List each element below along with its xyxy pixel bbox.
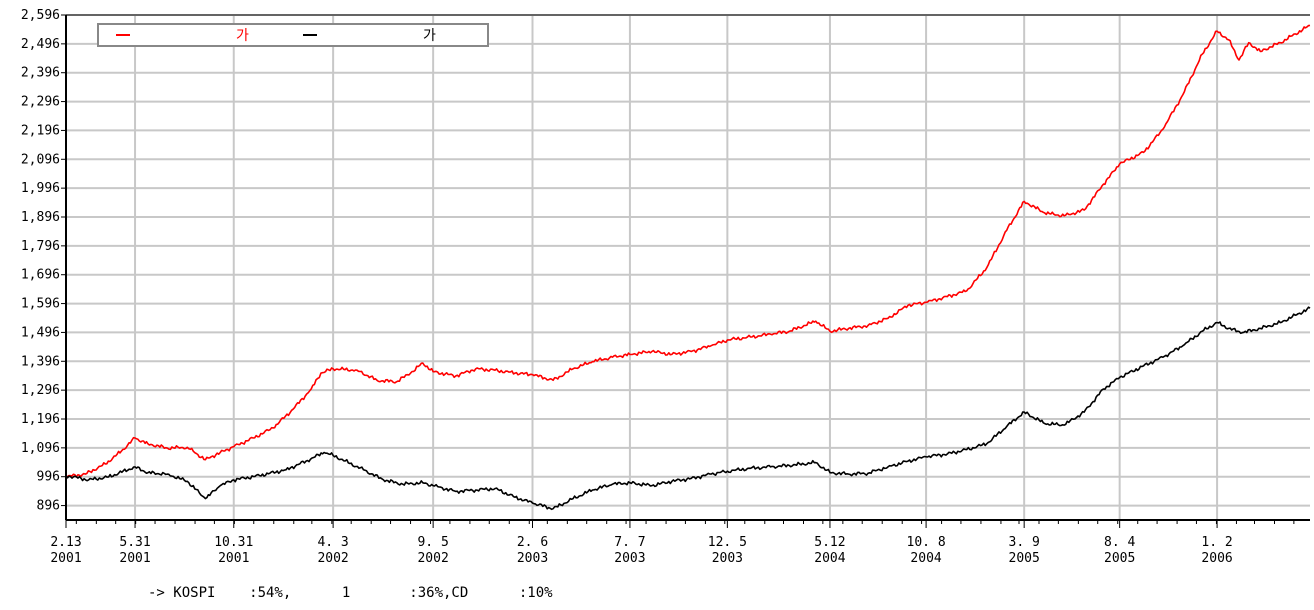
gridlines xyxy=(65,14,1310,520)
x-tick-label-year: 2001 xyxy=(218,551,249,566)
x-tick-label-date: 10. 8 xyxy=(907,535,946,550)
y-tick-label: 1,396 xyxy=(21,354,60,369)
y-tick-label: 1,896 xyxy=(21,210,60,225)
x-tick-label-date: 1. 2 xyxy=(1201,535,1232,550)
y-tick-label: 1,096 xyxy=(21,441,60,456)
y-tick-label: 1,796 xyxy=(21,239,60,254)
series-line-1 xyxy=(65,24,1311,478)
x-tick-label-year: 2003 xyxy=(517,551,548,566)
series-line-2 xyxy=(65,306,1311,511)
legend-label-2: 가 xyxy=(423,28,436,44)
y-tick-label: 2,396 xyxy=(21,66,60,81)
x-tick-label-year: 2004 xyxy=(814,551,845,566)
y-tick-label: 2,596 xyxy=(21,8,60,23)
axes: 2,596 2,496 2,396 2,296 2,196 2,096 1,996 1,896… xyxy=(21,8,1310,566)
x-tick-label-year: 2003 xyxy=(614,551,645,566)
x-tick-label-year: 2001 xyxy=(119,551,150,566)
x-tick-label-year: 2006 xyxy=(1201,551,1232,566)
y-tick-label: 1,696 xyxy=(21,268,60,283)
x-tick-label-year: 2005 xyxy=(1009,551,1040,566)
x-tick-label-date: 5.31 xyxy=(119,535,150,550)
y-tick-label: 1,196 xyxy=(21,412,60,427)
x-tick-label-date: 5.12 xyxy=(814,535,845,550)
x-tick-label-year: 2003 xyxy=(712,551,743,566)
x-tick-label-date: 3. 9 xyxy=(1009,535,1040,550)
y-tick-label: 1,596 xyxy=(21,297,60,312)
footnote-text: -> KOSPI :54%, 1 :36%,CD :10% xyxy=(148,585,553,601)
x-tick-label-year: 2002 xyxy=(417,551,448,566)
x-tick-label-date: 2.13 xyxy=(50,535,81,550)
x-tick-label-date: 9. 5 xyxy=(417,535,448,550)
y-tick-label: 2,096 xyxy=(21,152,60,167)
y-tick-label: 2,296 xyxy=(21,95,60,110)
y-tick-label: 896 xyxy=(37,499,60,514)
y-tick-label: 996 xyxy=(37,470,60,485)
x-tick-label-date: 12. 5 xyxy=(708,535,747,550)
y-tick-label: 1,996 xyxy=(21,181,60,196)
y-tick-label: 1,496 xyxy=(21,325,60,340)
legend-box xyxy=(97,23,489,47)
x-tick-label-date: 8. 4 xyxy=(1104,535,1135,550)
x-tick-label-year: 2004 xyxy=(910,551,941,566)
line-chart: 2,596 2,496 2,396 2,296 2,196 2,096 1,996 1,896… xyxy=(21,8,1311,566)
x-tick-label-date: 10.31 xyxy=(214,535,253,550)
x-tick-label-year: 2002 xyxy=(317,551,348,566)
y-tick-label: 2,196 xyxy=(21,123,60,138)
x-tick-label-year: 2001 xyxy=(50,551,81,566)
series-lines xyxy=(65,24,1311,511)
legend-label-1: 가 xyxy=(236,28,249,44)
y-tick-label: 2,496 xyxy=(21,37,60,52)
y-tick-label: 1,296 xyxy=(21,383,60,398)
x-tick-label-year: 2005 xyxy=(1104,551,1135,566)
x-tick-label-date: 7. 7 xyxy=(614,535,645,550)
x-tick-label-date: 2. 6 xyxy=(517,535,548,550)
x-tick-label-date: 4. 3 xyxy=(317,535,348,550)
